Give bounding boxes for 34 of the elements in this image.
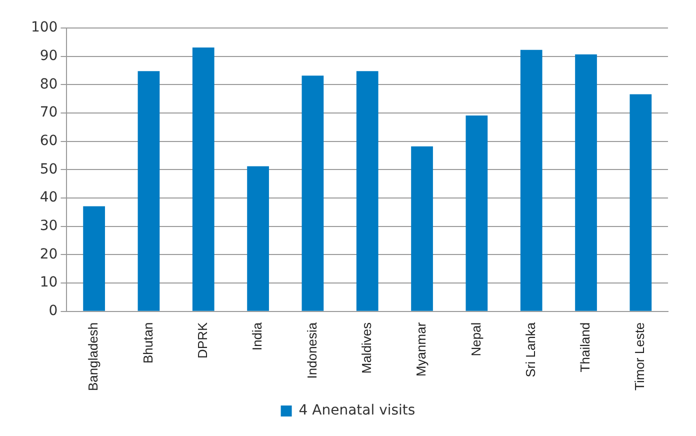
bar (466, 116, 488, 311)
bar (630, 94, 652, 311)
bar (83, 206, 105, 311)
y-tick-label: 50 (40, 161, 58, 178)
x-tick-label: Myanmar (414, 322, 429, 377)
y-tick-label: 60 (40, 132, 58, 149)
bar (192, 48, 214, 311)
bar (575, 54, 597, 311)
y-tick-label: 100 (30, 20, 58, 36)
y-tick-label: 30 (40, 218, 58, 234)
x-tick-label: Timor Leste (632, 322, 648, 390)
bar (356, 71, 378, 311)
x-tick-label: India (250, 322, 265, 351)
y-tick-label: 0 (48, 302, 58, 319)
bar (411, 146, 433, 311)
x-tick-label: Maldives (358, 322, 374, 374)
x-tick-label: DPRK (194, 322, 210, 358)
x-tick-label: Bangladesh (86, 322, 101, 392)
y-tick-label: 80 (40, 76, 58, 92)
y-tick-label: 40 (40, 190, 58, 206)
bar (302, 76, 324, 311)
bar (520, 50, 542, 311)
x-tick-label: Indonesia (304, 322, 320, 379)
x-tick-label: Sri Lanka (522, 322, 538, 378)
x-tick-label: Nepal (468, 322, 484, 356)
x-tick-label: Bhutan (140, 322, 156, 364)
y-tick-label: 20 (40, 246, 58, 262)
bar (138, 71, 160, 311)
legend-label: 4 Anenatal visits (298, 402, 416, 419)
y-tick-label: 90 (40, 48, 58, 64)
x-tick-label: Thailand (578, 322, 593, 372)
y-tick-label: 70 (40, 104, 58, 121)
y-tick-label: 10 (40, 274, 58, 291)
bar (247, 166, 269, 311)
